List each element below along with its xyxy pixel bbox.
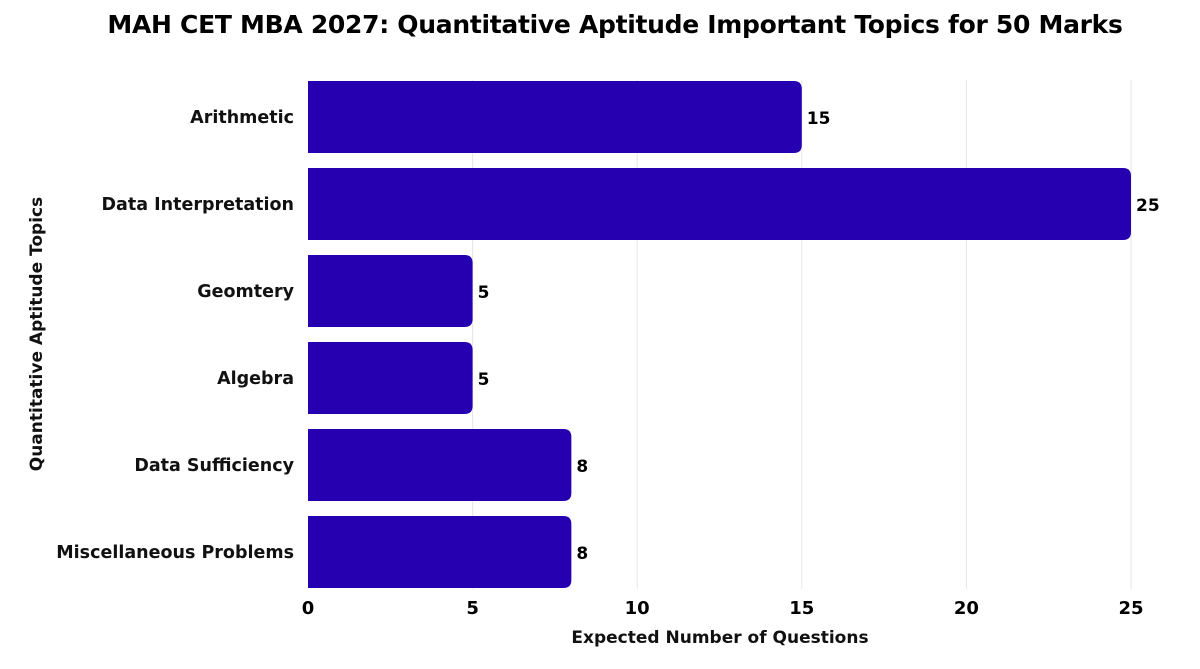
value-label: 8 [576,457,588,477]
value-label: 15 [807,109,831,129]
category-label: Data Sufficiency [134,456,294,476]
category-labels: Arithmetic Data Interpretation Geomtery Alg… [56,108,294,563]
x-tick-label: 20 [954,598,979,619]
value-label: 5 [478,370,490,390]
category-label: Miscellaneous Problems [56,543,294,563]
x-axis-title: Expected Number of Questions [571,628,868,648]
x-tick-label: 15 [789,598,814,619]
y-axis-title: Quantitative Aptitude Topics [27,197,47,472]
value-label: 25 [1136,196,1160,216]
bar [308,516,572,588]
category-label: Algebra [217,369,294,389]
bar [308,168,1131,240]
bar [308,255,473,327]
value-label: 8 [576,544,588,564]
chart-title: MAH CET MBA 2027: Quantitative Aptitude … [107,10,1123,39]
bar [308,429,572,501]
x-tick-label: 0 [302,598,315,619]
category-label: Arithmetic [190,108,294,128]
bars [308,81,1131,588]
x-tick-labels: 0 5 10 15 20 25 [302,598,1144,619]
x-tick-label: 25 [1118,598,1143,619]
bar [308,81,802,153]
value-label: 5 [478,283,490,303]
category-label: Data Interpretation [102,195,294,215]
value-labels: 15 25 5 5 8 8 [478,109,1160,564]
x-tick-label: 10 [625,598,650,619]
gridlines [472,80,1132,589]
x-tick-label: 5 [466,598,479,619]
category-label: Geomtery [197,282,294,302]
bar [308,342,473,414]
